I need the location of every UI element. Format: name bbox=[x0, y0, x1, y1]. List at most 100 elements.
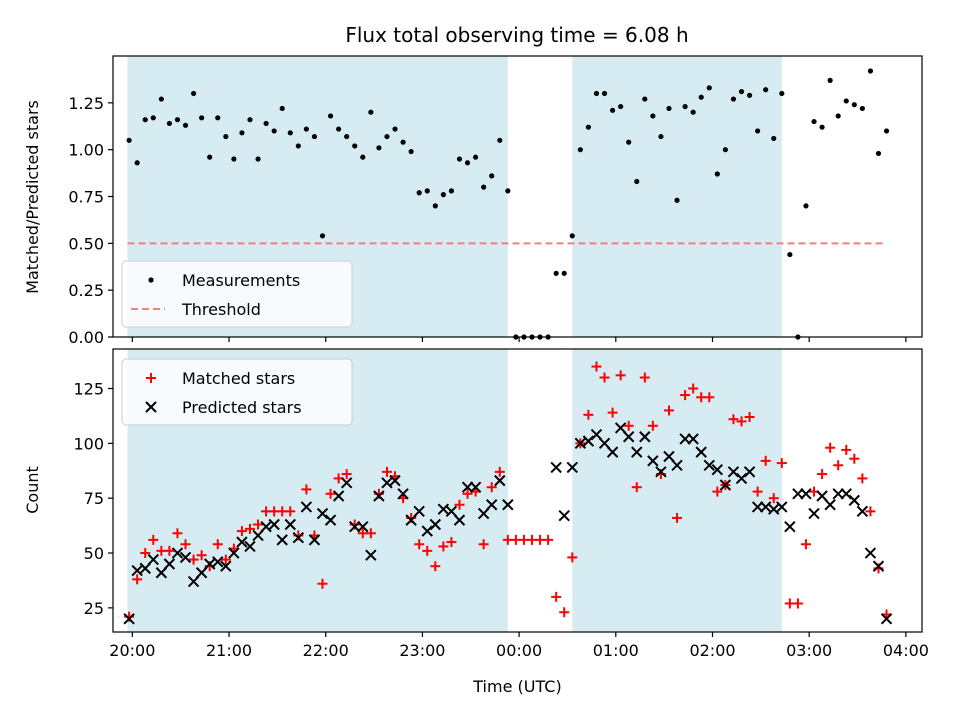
marker-stroke bbox=[711, 463, 724, 476]
matched-point bbox=[680, 390, 691, 401]
predicted-point bbox=[687, 433, 699, 445]
marker-stroke bbox=[244, 540, 256, 553]
predicted-point bbox=[743, 466, 756, 478]
marker-stroke bbox=[131, 564, 143, 577]
measurement-point bbox=[456, 156, 463, 162]
matched-point bbox=[253, 519, 264, 530]
measurement-point bbox=[811, 118, 817, 125]
predicted-point bbox=[421, 525, 433, 537]
predicted-point bbox=[590, 428, 603, 441]
predicted-point bbox=[695, 446, 707, 458]
x-tick-label: 03:00 bbox=[786, 641, 832, 660]
matched-point bbox=[567, 552, 578, 563]
predicted-point bbox=[647, 455, 659, 467]
measurement-point bbox=[706, 85, 712, 91]
marker-stroke bbox=[139, 562, 151, 575]
marker-stroke bbox=[268, 518, 280, 531]
predicted-point bbox=[735, 472, 748, 485]
predicted-point bbox=[622, 431, 635, 443]
predicted-point bbox=[365, 549, 377, 561]
predicted-point bbox=[550, 461, 562, 474]
predicted-point bbox=[477, 507, 490, 520]
marker-stroke bbox=[486, 499, 498, 511]
measurement-point bbox=[569, 233, 575, 239]
matched-point bbox=[825, 442, 836, 453]
matched-point bbox=[188, 554, 199, 565]
y-axis-label: Count bbox=[23, 466, 42, 514]
marker-stroke bbox=[800, 488, 812, 500]
matched-point bbox=[172, 528, 183, 539]
measurement-point bbox=[231, 156, 237, 162]
predicted-point bbox=[397, 488, 409, 500]
matched-point bbox=[325, 488, 336, 499]
measurement-point bbox=[384, 133, 390, 140]
marker-stroke bbox=[639, 431, 651, 443]
measurement-point bbox=[626, 139, 632, 145]
predicted-point bbox=[655, 466, 667, 478]
predicted-point bbox=[131, 564, 143, 577]
marker-stroke bbox=[784, 520, 796, 533]
marker-stroke bbox=[252, 529, 264, 542]
predicted-point bbox=[864, 547, 877, 559]
marker-stroke bbox=[292, 531, 305, 544]
matched-point bbox=[196, 550, 207, 561]
matched-point bbox=[841, 444, 852, 455]
x-tick-label: 21:00 bbox=[206, 641, 252, 660]
marker-stroke bbox=[469, 481, 482, 493]
marker-stroke bbox=[187, 575, 200, 588]
predicted-point bbox=[776, 501, 788, 513]
predicted-point bbox=[284, 518, 296, 531]
marker-stroke bbox=[453, 514, 466, 526]
legend-box bbox=[121, 260, 353, 328]
marker-stroke bbox=[824, 499, 836, 511]
marker-stroke bbox=[405, 514, 417, 526]
y-tick-label: 0.00 bbox=[68, 328, 104, 347]
x-tick-label: 23:00 bbox=[399, 641, 445, 660]
matched-point bbox=[486, 482, 497, 493]
predicted-point bbox=[566, 461, 578, 474]
measurement-point bbox=[199, 115, 205, 121]
measurement-point bbox=[867, 68, 874, 74]
measurement-point bbox=[714, 171, 720, 177]
measurement-point bbox=[771, 135, 777, 142]
matched-point bbox=[817, 469, 828, 480]
measurement-point bbox=[336, 126, 342, 132]
measurement-point bbox=[851, 102, 857, 108]
y-tick-label: 125 bbox=[73, 379, 104, 398]
measurement-point bbox=[247, 117, 253, 123]
measurement-point bbox=[408, 148, 414, 155]
matched-point bbox=[615, 370, 626, 381]
measurement-point bbox=[481, 184, 487, 190]
predicted-point bbox=[429, 518, 442, 531]
matched-point bbox=[438, 541, 449, 552]
marker-stroke bbox=[203, 558, 216, 570]
matched-point bbox=[833, 460, 844, 471]
predicted-point bbox=[179, 551, 192, 564]
matched-point bbox=[559, 607, 570, 618]
predicted-point bbox=[203, 558, 216, 570]
x-tick-label: 20:00 bbox=[109, 641, 155, 660]
measurement-point bbox=[682, 103, 688, 110]
matched-point bbox=[462, 488, 473, 499]
marker-stroke bbox=[735, 472, 748, 485]
matched-point bbox=[381, 466, 392, 477]
matched-point bbox=[591, 361, 602, 372]
marker-stroke bbox=[695, 446, 707, 458]
y-tick-label: 100 bbox=[73, 434, 104, 453]
predicted-point bbox=[324, 514, 337, 526]
measurement-point bbox=[174, 117, 181, 123]
measurement-point bbox=[875, 150, 882, 157]
measurement-point bbox=[585, 124, 592, 130]
marker-stroke bbox=[163, 558, 176, 570]
matched-point bbox=[736, 416, 747, 427]
matched-point bbox=[317, 578, 328, 589]
predicted-point bbox=[808, 507, 820, 520]
matched-point bbox=[478, 539, 489, 550]
matched-point bbox=[244, 523, 255, 534]
measurement-point bbox=[674, 197, 680, 203]
measurement-point bbox=[416, 190, 422, 196]
measurement-point bbox=[601, 90, 608, 97]
predicted-point bbox=[824, 499, 836, 511]
matched-point bbox=[768, 493, 779, 504]
matched-point bbox=[663, 405, 674, 416]
